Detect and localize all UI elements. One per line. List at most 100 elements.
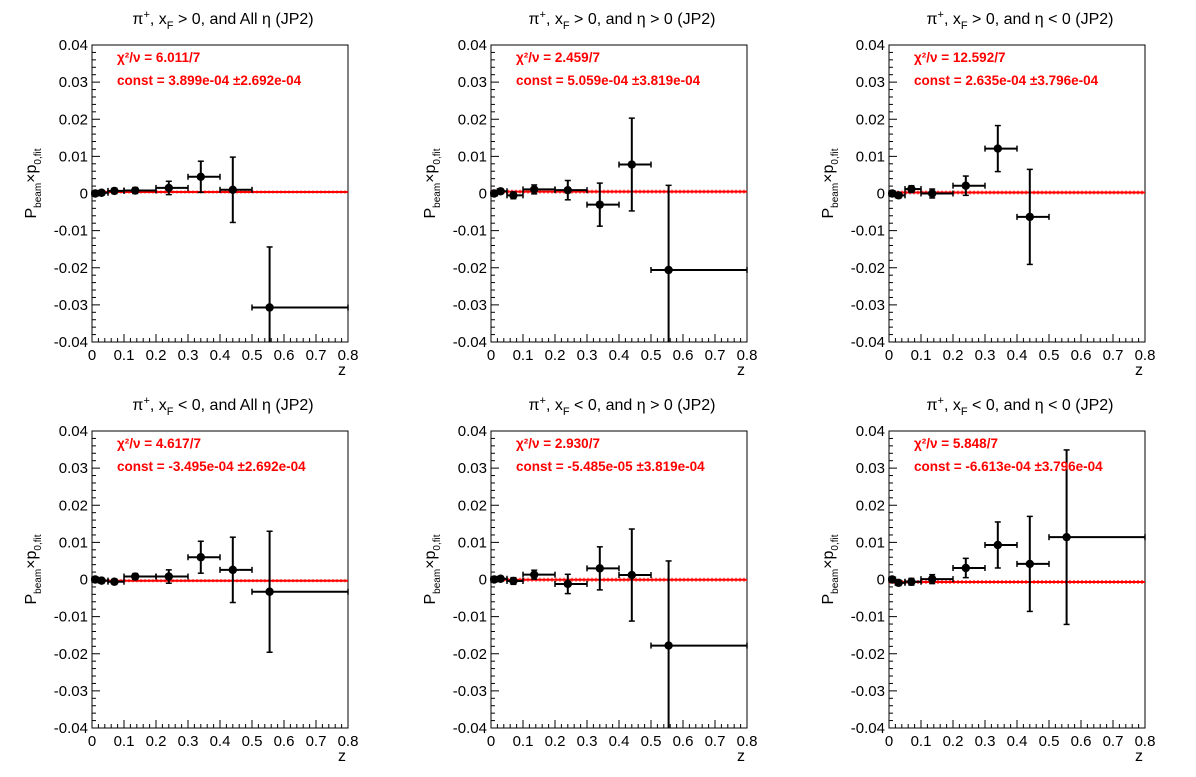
data-point (251, 246, 349, 342)
y-tick-label: -0.01 (851, 223, 885, 240)
x-tick-label: 0.2 (545, 347, 566, 364)
y-tick-label: -0.01 (453, 609, 487, 626)
y-tick-label: 0.03 (856, 460, 885, 477)
title-part: , x (546, 11, 563, 28)
point-marker (961, 563, 970, 573)
x-tick-label: 0.6 (274, 347, 295, 364)
point-marker (664, 265, 673, 275)
data-point (904, 577, 922, 586)
title-part: + (938, 395, 944, 407)
x-tick-label: 0.8 (338, 733, 359, 750)
y-tick-label: 0.04 (59, 423, 88, 440)
ylabel-part: beam (33, 183, 44, 208)
x-tick-label: 0.2 (943, 347, 964, 364)
ylabel-part: ×p (422, 165, 439, 183)
chart-svg: π+, xF < 0, and All η (JP2) Pbeam×p0,fit z… (23, 395, 359, 765)
point-marker (509, 191, 518, 200)
y-tick-label: -0.04 (453, 334, 487, 351)
x-tick-label: 0.8 (1135, 347, 1156, 364)
y-tick-label: -0.03 (54, 683, 88, 700)
fit-const: const = 3.899e-04 ±2.692e-04 (117, 73, 302, 88)
y-axis-label: Pbeam×p0,fit (23, 534, 44, 604)
y-tick-label: 0.02 (856, 111, 885, 128)
ylabel-part: ×p (23, 165, 40, 183)
y-tick-label: -0.03 (453, 683, 487, 700)
data-point (984, 124, 1018, 173)
title-part: + (143, 9, 149, 21)
y-tick-label: 0.01 (458, 148, 487, 165)
title-part: π (529, 397, 540, 414)
fit-const: const = 5.059e-04 ±3.819e-04 (516, 73, 701, 88)
x-axis-label: z (1135, 362, 1143, 379)
point-marker (928, 189, 937, 198)
x-tick-label: 0.8 (1135, 733, 1156, 750)
y-tick-label: -0.04 (54, 334, 88, 351)
x-tick-label: 0.5 (242, 733, 263, 750)
title-part: F (961, 20, 968, 32)
data-point (1016, 515, 1050, 613)
point-marker (131, 572, 140, 581)
ylabel-part: P (422, 208, 439, 219)
data-point (952, 557, 986, 579)
title-part: F (167, 20, 174, 32)
y-tick-label: -0.03 (851, 683, 885, 700)
chart-svg: π+, xF < 0, and η < 0 (JP2) Pbeam×p0,fit z… (820, 395, 1156, 765)
data-point (586, 546, 620, 591)
fit-const: const = -5.485e-05 ±3.819e-04 (516, 459, 705, 474)
title-part: > 0, and η < 0 (JP2) (968, 11, 1114, 28)
x-tick-label: 0.1 (114, 347, 135, 364)
y-tick-label: -0.04 (851, 334, 885, 351)
point-marker (496, 574, 505, 583)
x-tick-label: 0.6 (673, 733, 694, 750)
x-tick-label: 0.5 (641, 347, 662, 364)
point-marker (196, 553, 205, 562)
x-tick-label: 0.5 (1039, 347, 1060, 364)
x-tick-label: 0.1 (513, 733, 534, 750)
ylabel-part: ×p (820, 551, 837, 569)
point-marker (196, 172, 205, 181)
ylabel-part: P (820, 208, 837, 219)
x-tick-label: 0.3 (975, 733, 996, 750)
title-part: < 0, and η < 0 (JP2) (968, 397, 1114, 414)
title-part: π (132, 397, 143, 414)
ylabel-part: 0,fit (432, 148, 443, 164)
ylabel-part: beam (432, 183, 443, 208)
chart-panel: π+, xF > 0, and η < 0 (JP2) Pbeam×p0,fit z… (797, 0, 1195, 386)
y-tick-label: -0.02 (453, 646, 487, 663)
point-marker (1025, 212, 1034, 222)
ylabel-part: P (23, 594, 40, 605)
x-tick-label: 0.7 (306, 347, 327, 364)
x-tick-label: 0.5 (242, 347, 263, 364)
x-tick-label: 0.5 (641, 733, 662, 750)
x-tick-label: 0.7 (306, 733, 327, 750)
title-part: < 0, and η > 0 (JP2) (570, 397, 716, 414)
data-point (97, 576, 109, 585)
ylabel-part: P (23, 208, 40, 219)
chart-panel: π+, xF > 0, and η > 0 (JP2) Pbeam×p0,fit z… (399, 0, 797, 386)
y-tick-label: 0.03 (59, 460, 88, 477)
point-marker (993, 144, 1002, 153)
data-point (650, 560, 748, 728)
data-point (904, 184, 922, 194)
x-tick-label: 0.4 (1007, 733, 1028, 750)
title-part: , x (944, 397, 961, 414)
title-part: π (132, 11, 143, 28)
x-tick-label: 0.8 (737, 733, 758, 750)
x-tick-label: 0.3 (178, 347, 199, 364)
y-tick-label: 0.01 (856, 534, 885, 551)
y-tick-label: 0.01 (59, 534, 88, 551)
point-marker (595, 564, 604, 573)
fit-chi2: χ²/ν = 5.848/7 (914, 436, 998, 451)
y-tick-label: 0 (877, 186, 885, 203)
chart-panel: π+, xF < 0, and η < 0 (JP2) Pbeam×p0,fit z… (797, 386, 1195, 772)
point-marker (530, 570, 539, 579)
point-marker (91, 189, 100, 198)
data-point (187, 540, 221, 574)
data-point (894, 191, 906, 200)
x-tick-label: 0.2 (545, 733, 566, 750)
chart-title: π+, xF > 0, and η > 0 (JP2) (529, 9, 716, 32)
ylabel-part: 0,fit (33, 148, 44, 164)
x-tick-label: 0.6 (1071, 733, 1092, 750)
chart-title: π+, xF < 0, and All η (JP2) (132, 395, 313, 418)
data-point (984, 521, 1018, 569)
